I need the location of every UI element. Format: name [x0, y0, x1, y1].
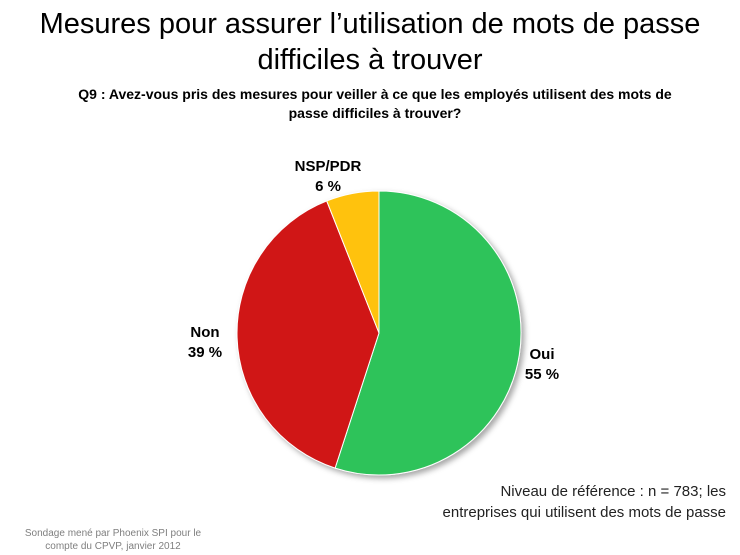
slice-label-oui-value: 55 %: [524, 366, 560, 383]
base-note-line-2: entreprises qui utilisent des mots de pa…: [442, 504, 726, 521]
chart-title-line-2: difficiles à trouver: [257, 44, 483, 76]
base-note: Niveau de référence : n = 783; les entre…: [443, 481, 726, 523]
survey-question-line-2: passe difficiles à trouver?: [288, 105, 462, 121]
source-note-line-1: Sondage mené par Phoenix SPI pour le: [24, 528, 202, 539]
pie-slice-non: [236, 200, 380, 469]
pie-slice-nsp: [326, 190, 380, 334]
slice-label-non: Non 39 %: [175, 323, 235, 363]
survey-question: Q9 : Avez-vous pris des mesures pour vei…: [30, 85, 720, 123]
source-note-line-2: compte du CPVP, janvier 2012: [45, 541, 181, 552]
survey-question-line-1: Q9 : Avez-vous pris des mesures pour vei…: [78, 86, 672, 102]
pie-slice-oui: [334, 190, 522, 476]
slice-label-non-name: Non: [190, 324, 220, 341]
slice-label-nsp-value: 6 %: [315, 178, 341, 195]
chart-title: Mesures pour assurer l’utilisation de mo…: [0, 6, 740, 78]
slice-label-nsp: NSP/PDR 6 %: [283, 157, 373, 197]
pie-slices: [236, 190, 522, 476]
base-note-line-1: Niveau de référence : n = 783; les: [500, 483, 726, 500]
slice-label-oui-name: Oui: [529, 346, 555, 363]
slice-label-non-value: 39 %: [187, 344, 223, 361]
source-note: Sondage mené par Phoenix SPI pour le com…: [8, 527, 218, 553]
slice-label-oui: Oui 55 %: [512, 345, 572, 385]
chart-title-line-1: Mesures pour assurer l’utilisation de mo…: [39, 8, 701, 40]
slice-label-nsp-name: NSP/PDR: [294, 158, 362, 175]
